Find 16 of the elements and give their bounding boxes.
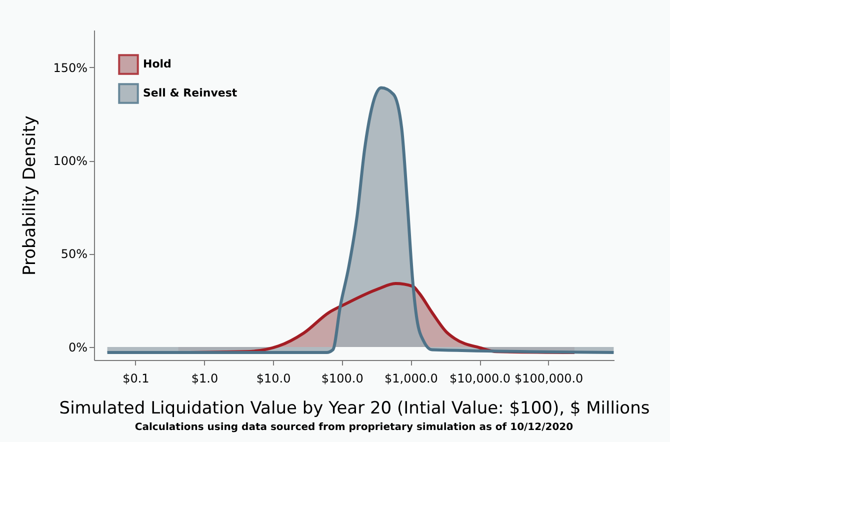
x-tick-label: $1.0	[191, 372, 218, 386]
x-tick-label: $100.0	[321, 372, 364, 386]
text: Calculations using data sourced from proprietary simulation as of 10/12/2020	[134, 422, 574, 433]
y-tick-label: 0%	[68, 340, 88, 354]
y-tick-label: 100%	[53, 154, 88, 168]
x-tick-label: $10,000.0	[449, 372, 511, 386]
y-tick-label: 50%	[60, 247, 88, 262]
x-tick-label: $100,000.0	[514, 372, 584, 386]
legend-label: Sell & Reinvest	[143, 86, 238, 100]
x-tick-label: $10.0	[256, 372, 291, 386]
x-axis-title: Simulated Liquidation Value by Year 20 (Intial Value: $100), $ Millions	[59, 398, 650, 418]
y-axis-title: Probability Density	[20, 116, 40, 276]
y-tick-label: 150%	[53, 60, 88, 75]
x-tick-label: $1,000.0	[384, 372, 438, 386]
legend-label: Hold	[143, 58, 172, 70]
x-tick-label: $0.1	[122, 372, 150, 386]
